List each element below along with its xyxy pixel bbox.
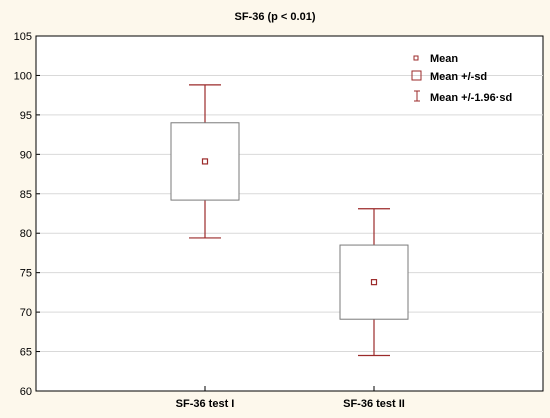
legend-label-sd: Mean +/-sd xyxy=(430,71,487,83)
y-tick-label: 80 xyxy=(20,228,32,240)
grid-lines xyxy=(36,74,543,353)
sd-box xyxy=(339,244,409,320)
y-tick-label: 105 xyxy=(14,31,32,43)
legend-label-mean: Mean xyxy=(430,53,458,65)
y-tick-label: 65 xyxy=(20,347,32,359)
y-axis: 60 65 70 75 80 85 90 95 100 105 xyxy=(14,31,40,398)
x-category-label: SF-36 test I xyxy=(176,398,235,410)
y-tick-label: 95 xyxy=(20,110,32,122)
data-layer xyxy=(170,84,409,357)
plot-area xyxy=(35,35,544,392)
mean-marker xyxy=(201,158,209,165)
legend-box-icon xyxy=(411,70,422,81)
y-tick-label: 60 xyxy=(20,386,32,398)
x-category-label: SF-36 test II xyxy=(343,398,405,410)
legend-whisker-icon xyxy=(414,90,420,102)
y-tick-label: 85 xyxy=(20,189,32,201)
legend: Mean Mean +/-sd Mean +/-1.96·sd xyxy=(411,53,512,104)
y-tick-label: 70 xyxy=(20,307,32,319)
y-tick-label: 90 xyxy=(20,149,32,161)
y-tick-label: 75 xyxy=(20,268,32,280)
y-tick-label: 100 xyxy=(14,70,32,82)
chart-title: SF-36 (p < 0.01) xyxy=(234,11,315,23)
x-axis: SF-36 test I SF-36 test II xyxy=(176,386,405,410)
mean-marker xyxy=(370,279,378,286)
legend-mean-marker-icon xyxy=(413,55,419,61)
sd-box xyxy=(170,122,240,201)
legend-label-1-96-sd: Mean +/-1.96·sd xyxy=(430,92,512,104)
